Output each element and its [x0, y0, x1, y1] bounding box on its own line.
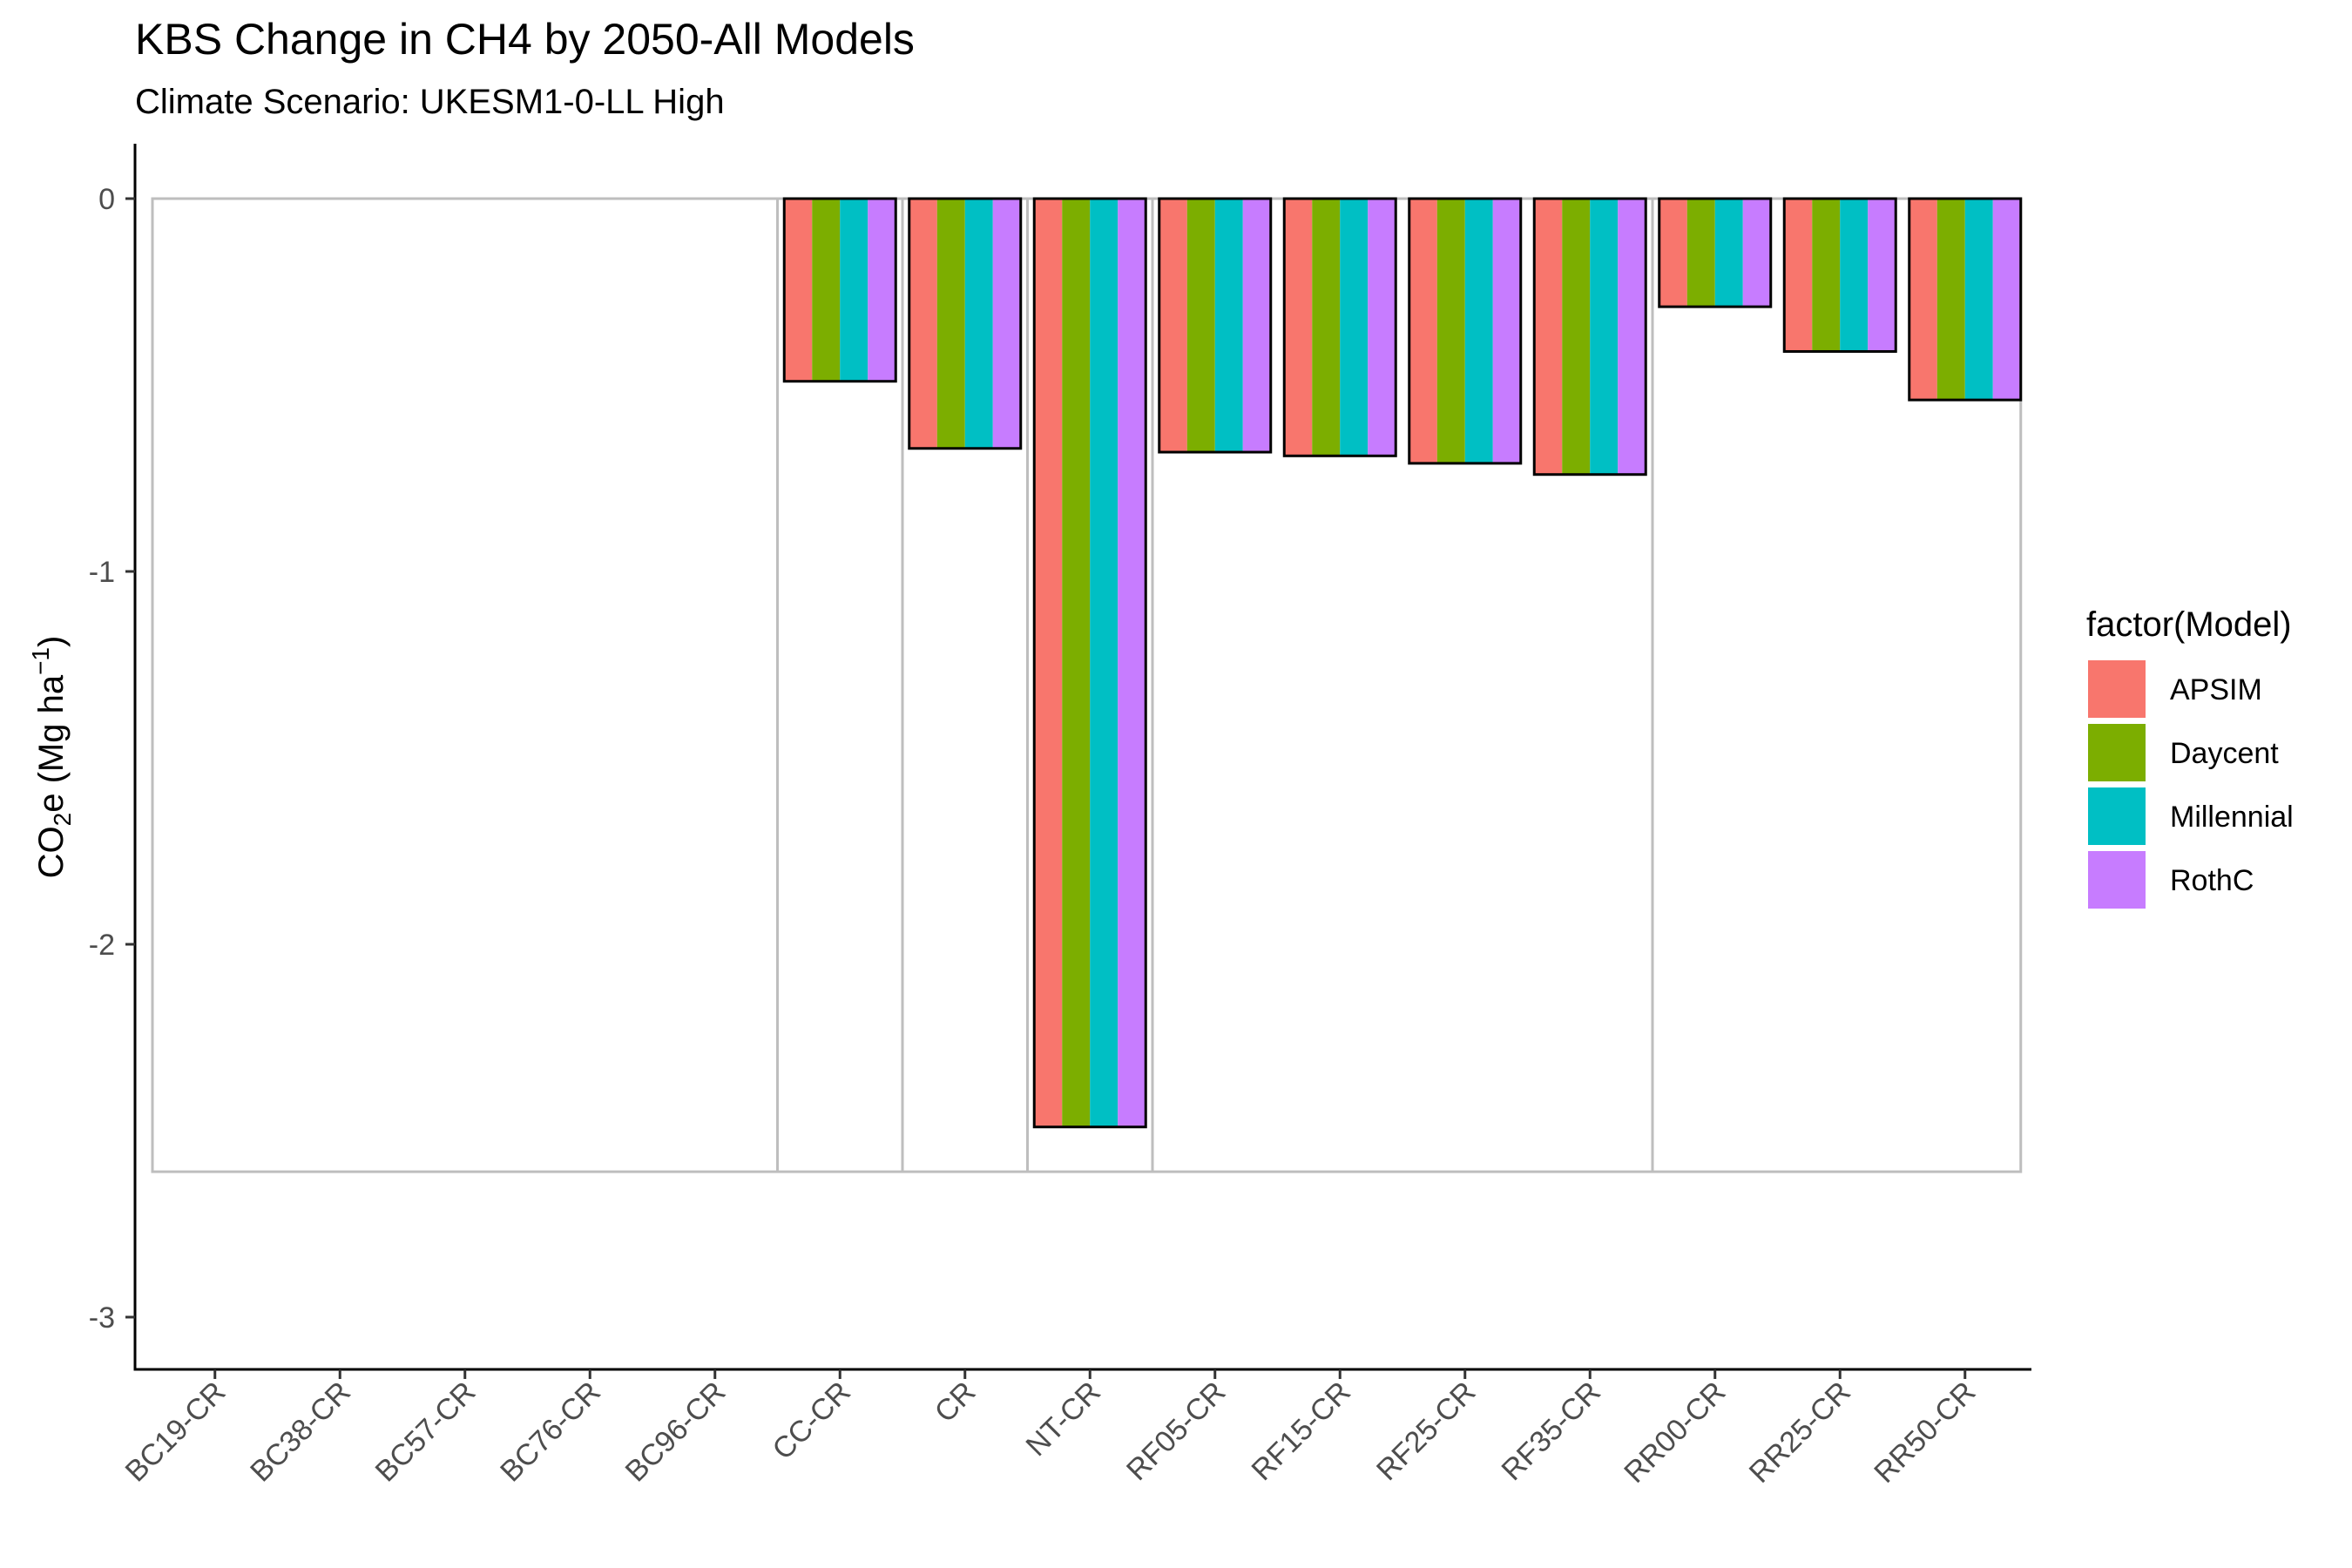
x-tick-label: RF05-CR — [1120, 1375, 1232, 1487]
x-tick-label: BC38-CR — [244, 1375, 357, 1489]
x-tick-label: RF25-CR — [1370, 1375, 1482, 1487]
legend-swatch-daycent — [2088, 724, 2146, 781]
x-tick-label: RF15-CR — [1246, 1375, 1357, 1487]
bar-apsim-cc-cr — [784, 199, 813, 382]
bar-daycent-rf25-cr — [1436, 199, 1465, 463]
bar-apsim-rr25-cr — [1784, 199, 1813, 352]
x-tick-label: RR00-CR — [1618, 1375, 1732, 1490]
bar-apsim-nt-cr — [1034, 199, 1063, 1127]
bar-rothc-rr25-cr — [1868, 199, 1896, 352]
y-axis-title-rest: e (Mg ha — [32, 674, 71, 813]
bar-daycent-nt-cr — [1062, 199, 1091, 1127]
legend-swatch-apsim — [2088, 660, 2146, 718]
bar-millennial-rr25-cr — [1840, 199, 1869, 352]
legend-label-daycent: Daycent — [2170, 737, 2279, 770]
x-tick-label: CC-CR — [767, 1375, 857, 1466]
bar-group-outline-nt-cr — [1032, 197, 1147, 1129]
x-tick-label: RR50-CR — [1868, 1375, 1982, 1490]
bar-apsim-rr50-cr — [1909, 199, 1937, 401]
x-tick-label: RF35-CR — [1496, 1375, 1607, 1487]
bar-apsim-rr00-cr — [1659, 199, 1687, 308]
bar-millennial-cc-cr — [840, 199, 868, 382]
bar-apsim-rf35-cr — [1534, 199, 1563, 475]
bar-millennial-cr — [964, 199, 993, 449]
x-ticks-group: BC19-CR BC38-CR BC57-CR BC76-CR BC96-CR CC-CR… — [119, 1369, 1982, 1490]
bar-group-outline-rr25-cr — [1782, 197, 1897, 353]
chart-subtitle: Climate Scenario: UKESM1-0-LL High — [135, 83, 725, 121]
x-tick-label: BC96-CR — [619, 1375, 733, 1489]
bar-rothc-nt-cr — [1118, 199, 1146, 1127]
bar-rothc-rf05-cr — [1242, 199, 1271, 453]
bar-millennial-rr00-cr — [1714, 199, 1743, 308]
chart-title: KBS Change in CH4 by 2050-All Models — [135, 15, 915, 64]
x-tick-label: NT-CR — [1020, 1375, 1107, 1463]
legend: factor(Model) APSIM Daycent Millennial Roth… — [2086, 605, 2294, 909]
bar-millennial-nt-cr — [1090, 199, 1119, 1127]
x-tick-label: RR25-CR — [1743, 1375, 1857, 1490]
x-tick-label: BC19-CR — [119, 1375, 233, 1489]
y-tick-label: -2 — [89, 929, 115, 962]
x-tick-label: CR — [929, 1375, 983, 1429]
bar-group-outline-cr — [908, 197, 1023, 450]
bar-daycent-rr25-cr — [1812, 199, 1841, 352]
bars-group — [782, 197, 2023, 1129]
y-axis-title-main: CO — [32, 826, 71, 878]
bar-rothc-rf35-cr — [1618, 199, 1646, 475]
y-tick-label: 0 — [98, 183, 115, 216]
x-tick-label: BC76-CR — [494, 1375, 607, 1489]
y-tick-label: -3 — [89, 1301, 115, 1335]
bar-daycent-rr00-cr — [1686, 199, 1715, 308]
legend-label-rothc: RothC — [2170, 864, 2254, 897]
legend-label-apsim: APSIM — [2170, 673, 2262, 706]
bar-apsim-rf15-cr — [1284, 199, 1313, 456]
bar-rothc-rr50-cr — [1992, 199, 2021, 401]
legend-label-millennial: Millennial — [2170, 801, 2294, 834]
legend-swatch-millennial — [2088, 787, 2146, 845]
bar-group-outline-rf05-cr — [1158, 197, 1273, 454]
bar-daycent-rf35-cr — [1562, 199, 1591, 475]
bar-group-outline-cc-cr — [782, 197, 897, 383]
bar-rothc-rr00-cr — [1742, 199, 1771, 308]
bar-group-outline-rf25-cr — [1408, 197, 1523, 465]
bar-millennial-rf35-cr — [1590, 199, 1619, 475]
bar-daycent-cr — [936, 199, 965, 449]
bar-rothc-cc-cr — [868, 199, 896, 382]
bar-apsim-cr — [909, 199, 937, 449]
bar-millennial-rf15-cr — [1340, 199, 1369, 456]
legend-items: APSIM Daycent Millennial RothC — [2088, 660, 2294, 909]
bar-group-outline-rf35-cr — [1532, 197, 1647, 476]
bar-rothc-rf25-cr — [1492, 199, 1521, 463]
bar-group-outline-rr00-cr — [1658, 197, 1773, 308]
bar-rothc-rf15-cr — [1368, 199, 1396, 456]
bar-apsim-rf25-cr — [1409, 199, 1437, 463]
bar-daycent-cc-cr — [812, 199, 841, 382]
bar-millennial-rf25-cr — [1464, 199, 1493, 463]
legend-title: factor(Model) — [2086, 605, 2292, 644]
bar-daycent-rf15-cr — [1312, 199, 1341, 456]
y-axis-title: CO2e (Mg ha−1) — [27, 636, 76, 879]
bar-apsim-rf05-cr — [1159, 199, 1187, 453]
bar-group-outline-rr50-cr — [1908, 197, 2023, 402]
bar-daycent-rf05-cr — [1186, 199, 1215, 453]
bar-daycent-rr50-cr — [1936, 199, 1965, 401]
y-axis-title-close: ) — [32, 636, 71, 647]
bar-millennial-rf05-cr — [1214, 199, 1243, 453]
y-tick-label: -1 — [89, 556, 115, 589]
y-ticks-group: 0 -1 -2 -3 — [89, 183, 135, 1335]
y-axis-title-sub: 2 — [49, 813, 76, 827]
x-tick-label: BC57-CR — [369, 1375, 483, 1489]
bar-rothc-cr — [992, 199, 1021, 449]
bar-millennial-rr50-cr — [1964, 199, 1993, 401]
bar-group-outline-rf15-cr — [1282, 197, 1397, 457]
legend-swatch-rothc — [2088, 851, 2146, 909]
y-axis-title-sup: −1 — [27, 647, 54, 675]
